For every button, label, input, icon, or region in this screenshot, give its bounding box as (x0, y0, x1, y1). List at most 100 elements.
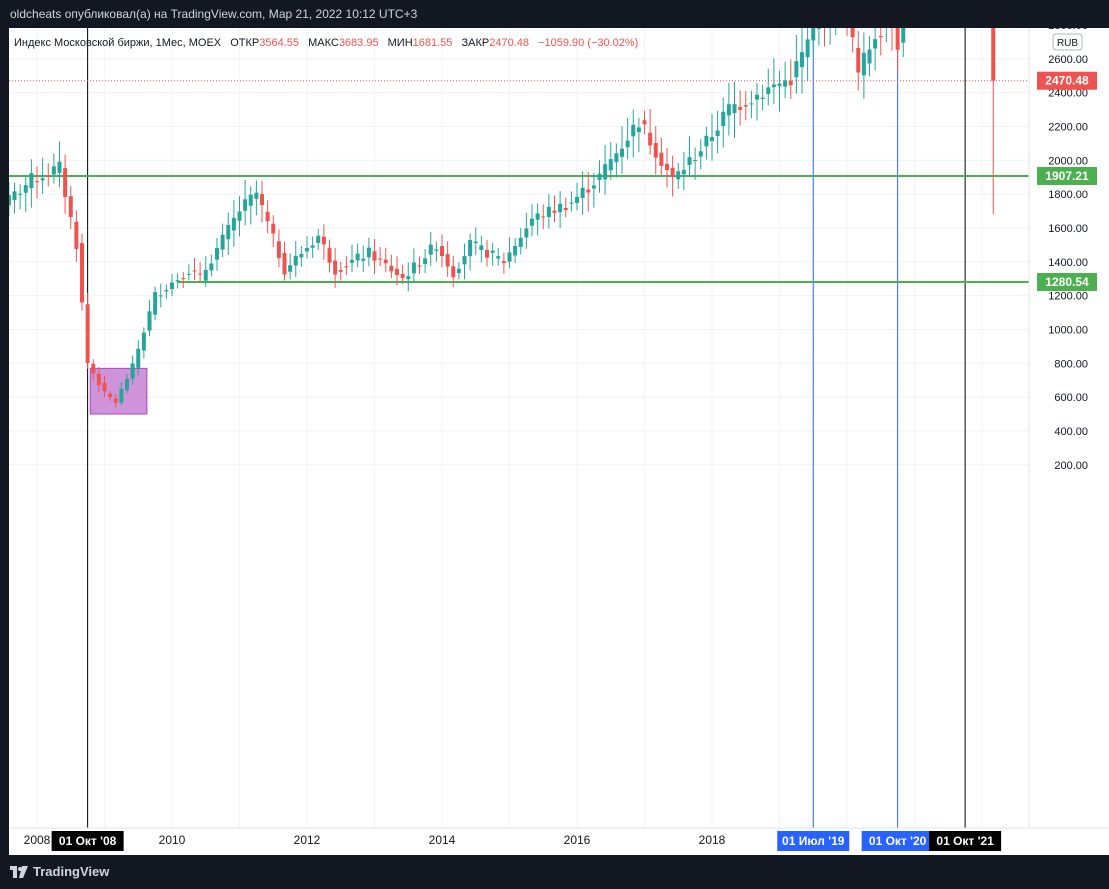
level-price-label: 1907.21 (1045, 169, 1089, 183)
candle-body (558, 203, 563, 213)
tradingview-brand: TradingView (33, 864, 110, 879)
candle-body (96, 373, 101, 386)
candle-body (710, 137, 714, 141)
legend-high-value: 3683.95 (339, 37, 379, 49)
candle-body (901, 0, 906, 43)
legend-close-value: 2470.48 (489, 37, 529, 49)
candle-body (732, 104, 737, 114)
candle-body (856, 47, 861, 73)
candle-body (310, 245, 315, 248)
grid (9, 24, 1029, 828)
price-tick-label: 2800.00 (1048, 28, 1088, 32)
candle-body (805, 39, 810, 58)
candle-body (541, 216, 546, 218)
price-tick-label: 400.00 (1054, 426, 1088, 438)
last-price-label: 2470.48 (1045, 74, 1089, 88)
chart-svg[interactable]: 200.00 400.00 600.00 800.00 1000.00 1200.00 14… (1, 0, 1109, 855)
candle-body (18, 193, 23, 195)
candle-body (749, 103, 754, 105)
chart-area[interactable]: 200.00 400.00 600.00 800.00 1000.00 1200.00 14… (1, 0, 1109, 855)
candle-body (614, 153, 619, 163)
candle-body (186, 273, 191, 275)
time-marker-tag (777, 831, 850, 851)
candle-body (12, 191, 17, 200)
candle-body (546, 206, 551, 217)
time-tick-label: 2010 (159, 833, 186, 847)
legend-close-label: ЗАКР (461, 37, 489, 49)
candle-body (63, 168, 68, 198)
candle-body (35, 181, 39, 183)
candle-body (333, 260, 338, 275)
candle-body (676, 171, 681, 180)
candle-body (501, 261, 506, 264)
candle-body (451, 266, 456, 278)
time-marker-tag (929, 831, 1002, 851)
price-tick-label: 1600.00 (1048, 223, 1088, 235)
candle-body (383, 259, 388, 264)
bottom-bar: TradingView (0, 855, 1109, 889)
candle-body (271, 223, 276, 234)
price-tick-label: 2000.00 (1048, 155, 1088, 167)
horizontal-levels[interactable] (9, 80, 1029, 283)
candle-body (181, 278, 186, 280)
price-tick-label: 600.00 (1054, 392, 1088, 404)
candle-body (653, 143, 658, 158)
candle-body (237, 211, 242, 221)
price-axis[interactable]: 200.00 400.00 600.00 800.00 1000.00 1200.00 14… (1028, 20, 1109, 828)
candle-body (428, 244, 433, 255)
legend-change: −1059.90 (−30.02%) (538, 37, 638, 49)
candle-body (552, 210, 557, 213)
candle-body (29, 173, 34, 189)
candle-body (327, 248, 332, 263)
candle-body (147, 311, 152, 331)
currency-badge[interactable] (1052, 33, 1083, 51)
legend-low-label: МИН (388, 37, 413, 49)
time-tick-label: 2008 (24, 833, 51, 847)
candle-body (243, 199, 248, 211)
price-tick-label: 1200.00 (1048, 291, 1088, 303)
candle-body (468, 240, 473, 257)
candle-body (175, 280, 180, 282)
level-price-label: 1280.54 (1045, 275, 1089, 289)
candle-body (788, 80, 793, 86)
price-tick-label: 200.00 (1054, 460, 1088, 472)
candle-body (282, 252, 287, 275)
candle-body (265, 211, 270, 222)
candle-body (513, 245, 518, 256)
candle-body (473, 241, 478, 244)
candle-body (226, 224, 231, 240)
time-marker-label: 01 Июл '19 (782, 834, 845, 848)
candle-body (625, 140, 630, 148)
candle-body (355, 253, 360, 261)
candle-body (158, 295, 163, 297)
legend-low-value: 1681.55 (413, 37, 453, 49)
price-tick-label: 1800.00 (1048, 189, 1088, 201)
level-price-tag (1037, 166, 1097, 185)
candle-body (726, 104, 731, 116)
candle-body (608, 159, 613, 171)
price-tags: 1907.21 1280.54 2470.48 (1037, 71, 1097, 291)
time-axis[interactable]: 2008 2010 2012 2014 2016 2018 01 Окт '08 01 Июл… (9, 827, 1109, 855)
tradingview-logo[interactable]: TradingView (10, 864, 109, 879)
candle-body (299, 253, 304, 258)
price-tick-label: 1000.00 (1048, 324, 1088, 336)
last-candle-body (991, 0, 996, 81)
candle-body (794, 61, 799, 78)
candle-body (507, 252, 512, 262)
candle-body (440, 246, 444, 257)
candle-body (254, 192, 259, 199)
candle-body (80, 243, 84, 303)
publisher-line: oldcheats опубликовал(а) на TradingView.… (10, 7, 418, 21)
candle-body (462, 256, 467, 265)
candle-body (580, 187, 585, 198)
currency-label: RUB (1057, 38, 1078, 49)
candle-body (85, 304, 90, 363)
tradingview-icon (10, 865, 28, 878)
candle-body (518, 237, 523, 247)
price-axis-bg[interactable] (1029, 28, 1109, 828)
candle-body (636, 127, 641, 133)
candle-body (276, 241, 281, 259)
candle-body (248, 194, 253, 206)
candle-body (91, 363, 96, 374)
candle-body (597, 173, 602, 180)
